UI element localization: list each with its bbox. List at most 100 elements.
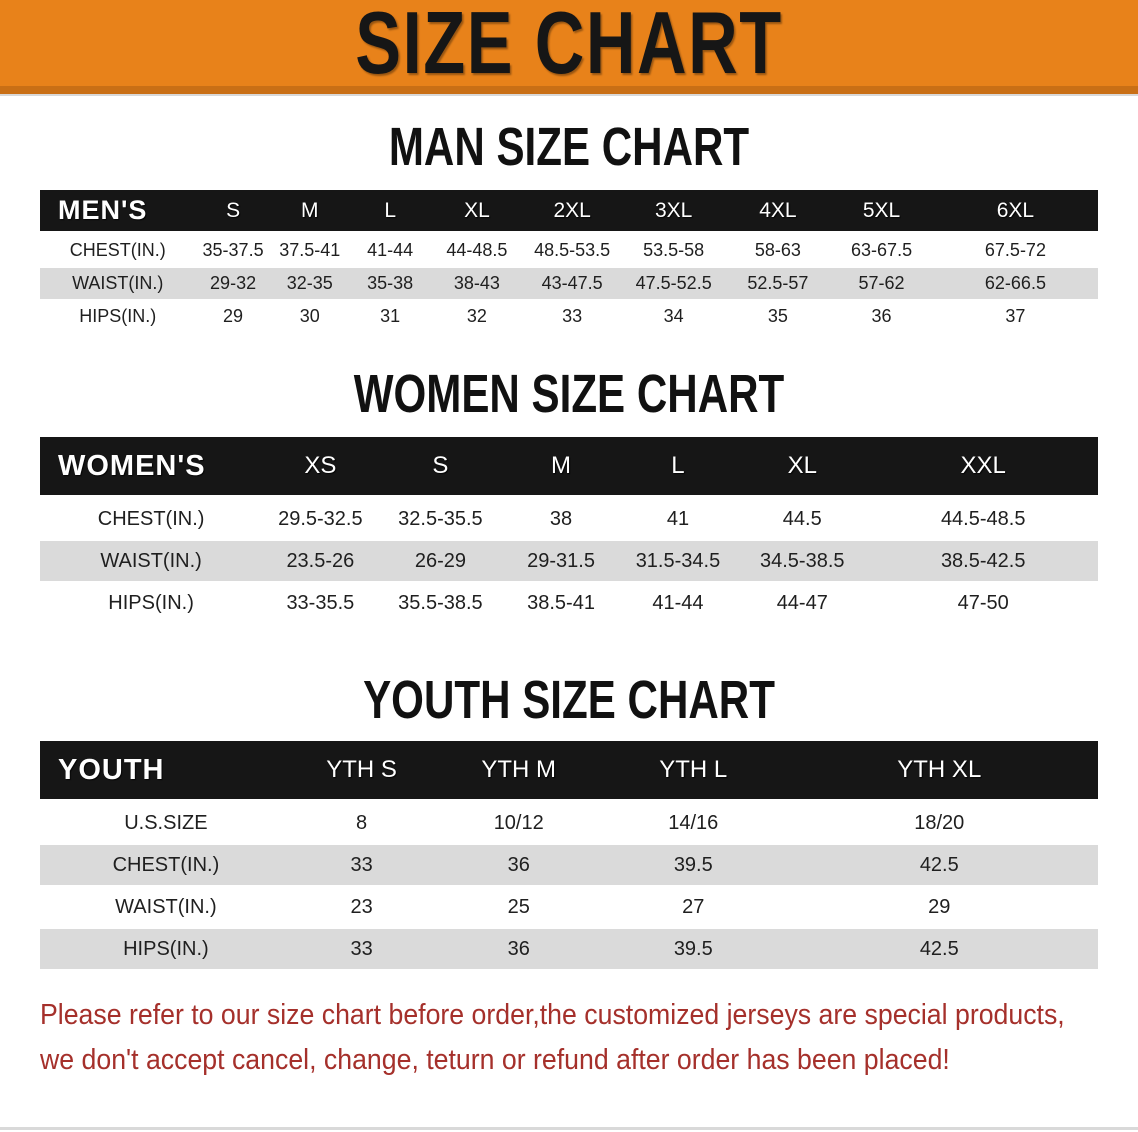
size-value-cell: 31.5-34.5	[619, 541, 737, 583]
size-column-header: 6XL	[932, 190, 1098, 235]
size-value-cell: 10/12	[431, 803, 606, 845]
table-row: WAIST(IN.) 23 25 27 29	[40, 887, 1098, 929]
size-value-cell: 33-35.5	[262, 583, 379, 625]
size-column-header: YTH S	[291, 741, 432, 803]
size-value-cell: 32-35	[270, 268, 349, 301]
size-value-cell: 44-48.5	[431, 235, 523, 268]
disclaimer-line-1: Please refer to our size chart before or…	[40, 999, 1065, 1031]
size-value-cell: 31	[348, 301, 432, 334]
size-column-header: XL	[431, 190, 523, 235]
size-value-cell: 41	[619, 499, 737, 541]
size-column-header: YTH L	[606, 741, 781, 803]
row-label: CHEST(IN.)	[40, 499, 263, 541]
size-value-cell: 30	[270, 301, 349, 334]
bottom-divider	[0, 1127, 1138, 1130]
size-value-cell: 18/20	[780, 803, 1098, 845]
size-value-cell: 47-50	[868, 583, 1098, 625]
size-value-cell: 29-31.5	[502, 541, 620, 583]
size-value-cell: 26-29	[378, 541, 503, 583]
youth-size-table: YOUTH YTH S YTH M YTH L YTH XL U.S.SIZE 8 10/12…	[40, 741, 1098, 971]
size-value-cell: 32.5-35.5	[378, 499, 503, 541]
row-label: CHEST(IN.)	[40, 845, 292, 887]
size-value-cell: 35-38	[348, 268, 432, 301]
size-value-cell: 41-44	[619, 583, 737, 625]
size-value-cell: 23	[291, 887, 432, 929]
size-value-cell: 47.5-52.5	[621, 268, 726, 301]
size-value-cell: 67.5-72	[932, 235, 1098, 268]
size-value-cell: 37.5-41	[270, 235, 349, 268]
youth-size-chart-title-text: YOUTH SIZE CHART	[363, 670, 775, 730]
size-value-cell: 25	[431, 887, 606, 929]
row-label: HIPS(IN.)	[40, 301, 196, 334]
table-row: HIPS(IN.) 29 30 31 32 33 34 35 36 37	[40, 301, 1098, 334]
women-size-table: WOMEN'S XS S M L XL XXL CHEST(IN.) 29.5-32.5 32.5…	[40, 437, 1098, 625]
size-value-cell: 38	[502, 499, 620, 541]
size-value-cell: 34.5-38.5	[736, 541, 869, 583]
size-value-cell: 33	[522, 301, 622, 334]
size-value-cell: 27	[606, 887, 781, 929]
size-value-cell: 33	[291, 929, 432, 971]
row-label: CHEST(IN.)	[40, 235, 196, 268]
table-row: U.S.SIZE 8 10/12 14/16 18/20	[40, 803, 1098, 845]
size-column-header: XL	[736, 437, 869, 499]
size-column-header: M	[270, 190, 349, 235]
size-value-cell: 8	[291, 803, 432, 845]
size-value-cell: 41-44	[348, 235, 432, 268]
table-corner-label: MEN'S	[40, 190, 196, 235]
size-value-cell: 43-47.5	[522, 268, 622, 301]
size-value-cell: 36	[431, 929, 606, 971]
size-value-cell: 29	[780, 887, 1098, 929]
size-value-cell: 32	[431, 301, 523, 334]
size-value-cell: 35.5-38.5	[378, 583, 503, 625]
size-value-cell: 38.5-42.5	[868, 541, 1098, 583]
size-column-header: L	[619, 437, 737, 499]
women-size-chart-title-text: WOMEN SIZE CHART	[353, 364, 785, 424]
row-label: HIPS(IN.)	[40, 929, 292, 971]
disclaimer-text: Please refer to our size chart before or…	[40, 993, 1138, 1083]
size-column-header: XXL	[868, 437, 1098, 499]
table-row: CHEST(IN.) 35-37.5 37.5-41 41-44 44-48.5 48.5…	[40, 235, 1098, 268]
row-label: HIPS(IN.)	[40, 583, 263, 625]
size-value-cell: 63-67.5	[830, 235, 933, 268]
size-value-cell: 34	[621, 301, 726, 334]
table-row: CHEST(IN.) 33 36 39.5 42.5	[40, 845, 1098, 887]
size-value-cell: 36	[830, 301, 933, 334]
women-size-chart-title: WOMEN SIZE CHART	[0, 367, 1138, 421]
size-column-header: XS	[262, 437, 379, 499]
size-column-header: S	[195, 190, 271, 235]
size-value-cell: 57-62	[830, 268, 933, 301]
size-value-cell: 44-47	[736, 583, 869, 625]
table-row: WAIST(IN.) 23.5-26 26-29 29-31.5 31.5-34.5 34…	[40, 541, 1098, 583]
size-column-header: 2XL	[522, 190, 622, 235]
size-chart-banner: SIZE CHART	[0, 0, 1138, 94]
table-row: CHEST(IN.) 29.5-32.5 32.5-35.5 38 41 44.5 44.5…	[40, 499, 1098, 541]
size-column-header: YTH XL	[780, 741, 1098, 803]
size-value-cell: 44.5	[736, 499, 869, 541]
table-corner-label: WOMEN'S	[40, 437, 263, 499]
size-value-cell: 62-66.5	[932, 268, 1098, 301]
size-value-cell: 29	[195, 301, 271, 334]
size-value-cell: 36	[431, 845, 606, 887]
size-value-cell: 42.5	[780, 929, 1098, 971]
table-header-row: MEN'S S M L XL 2XL 3XL 4XL 5XL 6XL	[40, 190, 1098, 235]
size-value-cell: 14/16	[606, 803, 781, 845]
size-value-cell: 39.5	[606, 929, 781, 971]
table-row: HIPS(IN.) 33 36 39.5 42.5	[40, 929, 1098, 971]
size-value-cell: 38.5-41	[502, 583, 620, 625]
size-column-header: 3XL	[621, 190, 726, 235]
men-size-table: MEN'S S M L XL 2XL 3XL 4XL 5XL 6XL CHEST(IN.) 35-37…	[40, 190, 1098, 334]
size-value-cell: 42.5	[780, 845, 1098, 887]
size-value-cell: 53.5-58	[621, 235, 726, 268]
size-value-cell: 44.5-48.5	[868, 499, 1098, 541]
size-value-cell: 35-37.5	[195, 235, 271, 268]
size-value-cell: 38-43	[431, 268, 523, 301]
man-size-chart-title: MAN SIZE CHART	[0, 120, 1138, 174]
size-column-header: L	[348, 190, 432, 235]
man-size-chart-title-text: MAN SIZE CHART	[388, 117, 750, 177]
row-label: U.S.SIZE	[40, 803, 292, 845]
banner-title: SIZE CHART	[355, 0, 783, 92]
table-corner-label: YOUTH	[40, 741, 292, 803]
size-value-cell: 52.5-57	[725, 268, 831, 301]
size-value-cell: 37	[932, 301, 1098, 334]
